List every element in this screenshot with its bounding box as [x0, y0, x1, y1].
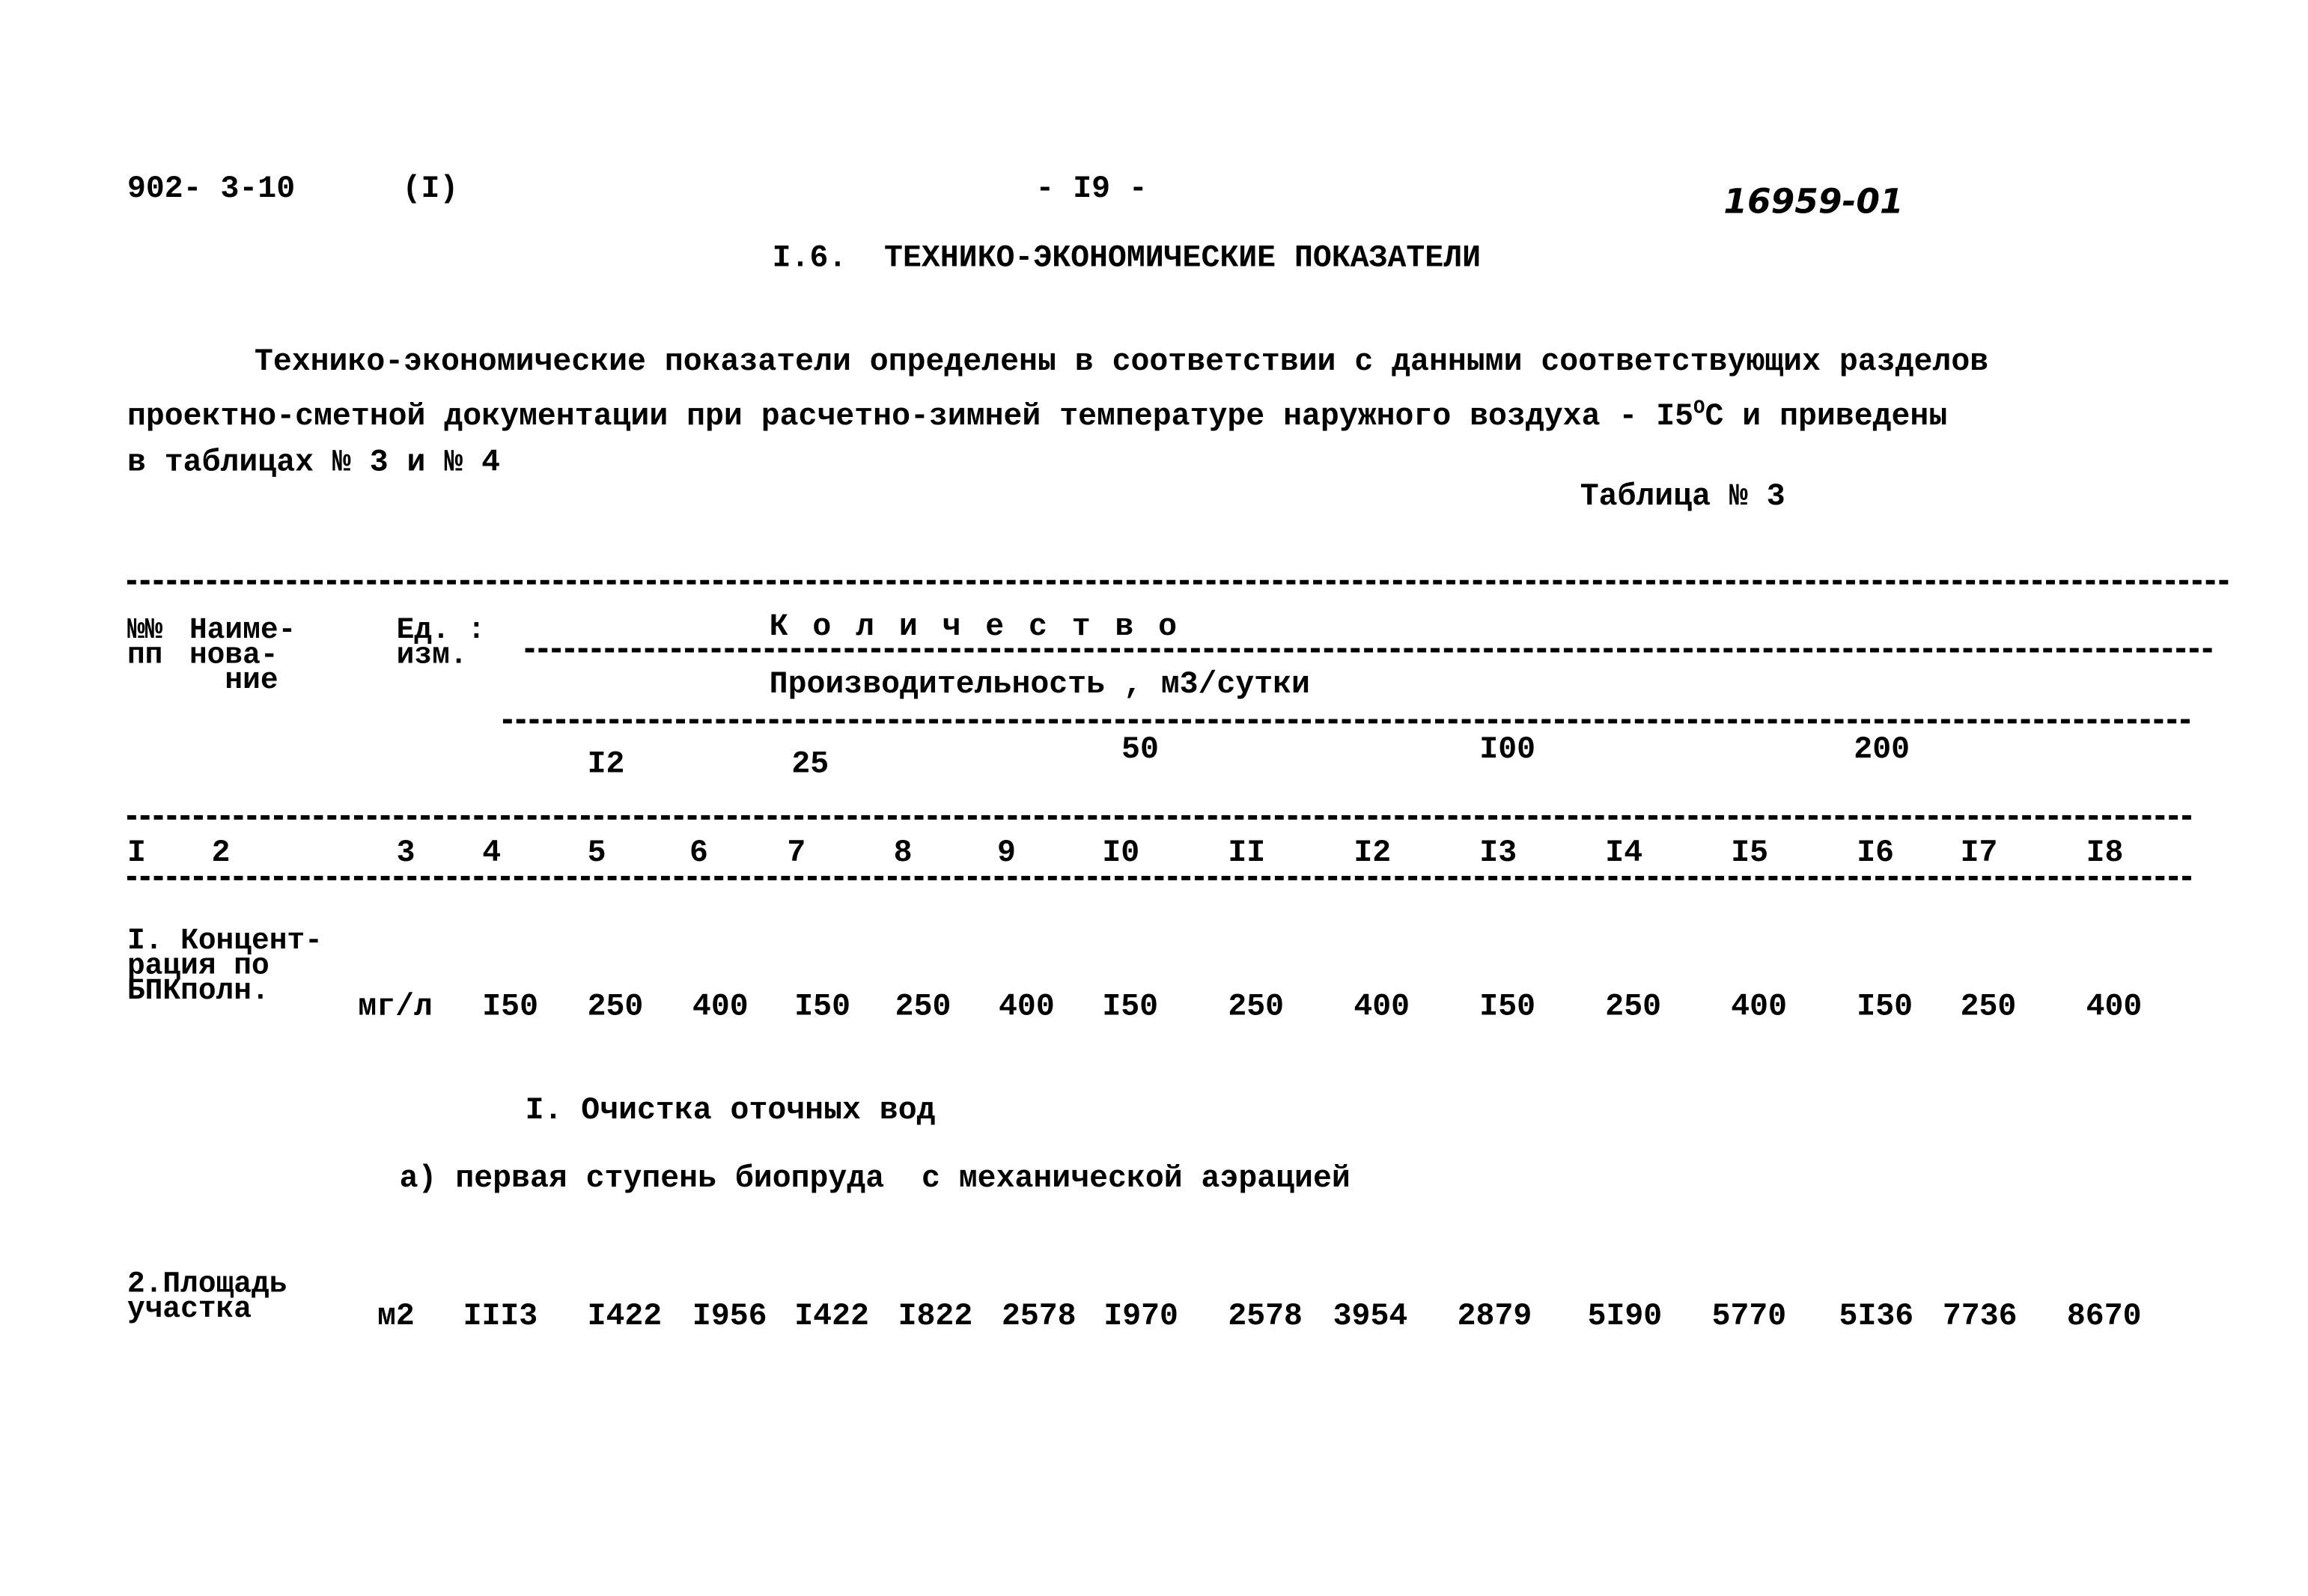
- column-number: I7: [1960, 837, 1998, 872]
- table-cell: 250: [1605, 991, 1662, 1026]
- table-cell: I422: [794, 1300, 869, 1335]
- degree-sup: O: [1693, 396, 1705, 419]
- table-rule: [127, 875, 2191, 880]
- table-cell: 400: [999, 991, 1055, 1026]
- section-heading: I. Очистка оточных вод: [525, 1094, 936, 1129]
- paragraph-line: Технико-экономические показатели определ…: [254, 346, 1989, 380]
- table-cell: I50: [1479, 991, 1536, 1026]
- table-cell: I822: [898, 1300, 973, 1335]
- table-cell: 2578: [1228, 1300, 1303, 1335]
- table-cell: 400: [1354, 991, 1410, 1026]
- capacity-header: 25: [791, 749, 829, 783]
- table-cell: I422: [587, 1300, 663, 1335]
- column-number: I4: [1605, 837, 1643, 872]
- table-cell: 2578: [1001, 1300, 1077, 1335]
- doc-part: (I): [402, 173, 459, 207]
- header-col-no: №№ пп: [127, 614, 163, 674]
- table-rule: [502, 719, 2190, 724]
- row-unit: м2: [377, 1300, 415, 1335]
- header-productivity: Производительность , м3/сутки: [769, 668, 1310, 703]
- column-number: I0: [1102, 837, 1140, 872]
- table-label: Таблица № 3: [1580, 481, 1785, 515]
- table-cell: 250: [1960, 991, 2017, 1026]
- row-unit: мг/л: [358, 991, 433, 1026]
- column-number: 8: [893, 837, 913, 872]
- paragraph-text: C и приведены: [1705, 400, 1948, 436]
- table-rule: [127, 814, 2191, 820]
- column-number: I: [127, 837, 146, 872]
- table-cell: 400: [692, 991, 749, 1026]
- paragraph-line: в таблицах № 3 и № 4: [127, 446, 501, 481]
- column-number: 2: [211, 837, 231, 872]
- column-number: I8: [2086, 837, 2124, 872]
- header-quantity: К о л и ч е с т в о: [769, 611, 1181, 645]
- table-cell: I50: [482, 991, 539, 1026]
- capacity-header: 200: [1854, 734, 1910, 768]
- paragraph-line: проектно-сметной документации при расчет…: [127, 398, 1947, 433]
- table-cell: 250: [1228, 991, 1285, 1026]
- capacity-header: I2: [587, 749, 625, 783]
- table-cell: 400: [2086, 991, 2143, 1026]
- row-name: 2.Площадь участка: [127, 1267, 287, 1327]
- table-cell: 5770: [1711, 1300, 1787, 1335]
- column-number: I6: [1857, 837, 1895, 872]
- table-cell: 400: [1731, 991, 1787, 1026]
- table-cell: 7736: [1942, 1300, 2018, 1335]
- doc-code: 902- 3-10: [127, 173, 296, 207]
- column-number: 3: [396, 837, 415, 872]
- table-cell: 8670: [2066, 1300, 2142, 1335]
- table-cell: I970: [1103, 1300, 1178, 1335]
- column-number: 6: [689, 837, 708, 872]
- table-cell: I50: [1857, 991, 1913, 1026]
- table-cell: 250: [895, 991, 951, 1026]
- header-col-name: Наиме- нова- ние: [189, 614, 296, 698]
- table-cell: 5I36: [1839, 1300, 1914, 1335]
- column-number: II: [1228, 837, 1266, 872]
- column-number: 5: [587, 837, 606, 872]
- column-number: 9: [997, 837, 1016, 872]
- table-rule: [525, 648, 2212, 653]
- table-cell: 250: [587, 991, 644, 1026]
- table-cell: 5I90: [1587, 1300, 1663, 1335]
- header-col-unit: Ед. : изм.: [396, 614, 486, 674]
- section-title: I.6. ТЕХНИКО-ЭКОНОМИЧЕСКИЕ ПОКАЗАТЕЛИ: [772, 243, 1482, 277]
- paragraph-text: проектно-сметной документации при расчет…: [127, 400, 1694, 436]
- capacity-header: I00: [1479, 734, 1536, 768]
- handwritten-number: 16959-01: [1723, 183, 1904, 222]
- page-number: - I9 -: [1035, 173, 1148, 207]
- table-rule: [127, 579, 2229, 585]
- table-cell: III3: [463, 1300, 538, 1335]
- column-number: 7: [787, 837, 806, 872]
- table-cell: 2879: [1457, 1300, 1532, 1335]
- table-cell: I50: [794, 991, 851, 1026]
- column-number: I2: [1354, 837, 1392, 872]
- table-cell: 3954: [1333, 1300, 1408, 1335]
- subsection-heading: а) первая ступень биопруда с механическо…: [399, 1163, 1351, 1197]
- table-cell: I956: [692, 1300, 767, 1335]
- capacity-header: 50: [1121, 734, 1159, 768]
- column-number: 4: [482, 837, 502, 872]
- table-cell: I50: [1102, 991, 1159, 1026]
- column-number: I5: [1731, 837, 1769, 872]
- row-name: I. Концент- рация по БПКполн.: [127, 925, 323, 1009]
- column-number: I3: [1479, 837, 1517, 872]
